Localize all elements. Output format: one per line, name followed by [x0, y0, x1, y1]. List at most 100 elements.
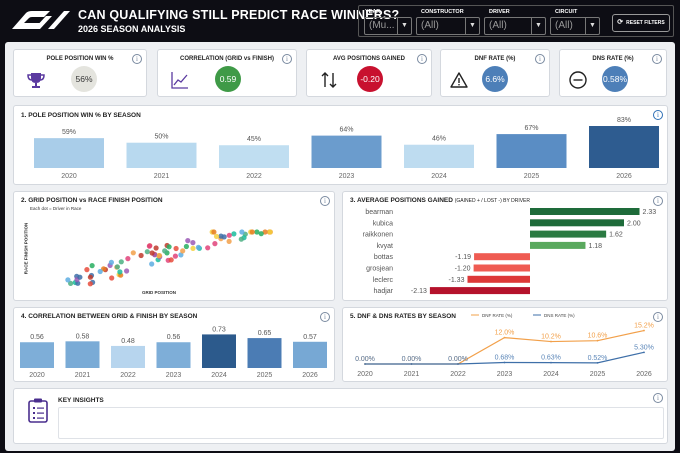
x-tick-label: 2026: [302, 372, 318, 379]
correlation-panel: 4. CORRELATION BETWEEN GRID & FINISH BY …: [13, 307, 335, 382]
scatter-panel: 2. GRID POSITION vs RACE FINISH POSITION…: [13, 191, 335, 301]
scatter-point: [144, 249, 150, 255]
filter-select-driver[interactable]: (All) ▼: [484, 17, 546, 35]
section-title: 1. POLE POSITION WIN % BY SEASON: [21, 112, 141, 119]
data-label: 0.58: [76, 333, 90, 340]
scatter-point: [190, 240, 196, 246]
scatter-point: [221, 234, 227, 240]
data-label: 0.52%: [588, 355, 608, 362]
scatter-point: [108, 259, 114, 265]
warning-icon: [450, 72, 468, 88]
kpi-value: 6.6%: [482, 66, 508, 92]
data-label: 0.73: [212, 326, 226, 333]
data-label: 2.33: [643, 209, 657, 216]
info-icon[interactable]: i: [653, 393, 663, 403]
bar: [530, 219, 624, 227]
scatter-point: [114, 264, 120, 270]
scatter-point: [125, 256, 131, 262]
section-title: 4. CORRELATION BETWEEN GRID & FINISH BY …: [21, 313, 198, 320]
scatter-point: [212, 241, 218, 247]
data-label: 10.2%: [541, 334, 561, 341]
filter-value-circuit: (All): [555, 20, 573, 31]
section-title: KEY INSIGHTS: [58, 397, 104, 404]
info-icon[interactable]: i: [652, 54, 662, 64]
scatter-point: [146, 243, 152, 249]
section-title-note: (GAINED + / LOST -) BY DRIVER: [454, 198, 530, 204]
bar: [247, 338, 282, 368]
scatter-point: [89, 263, 95, 269]
info-icon[interactable]: i: [320, 312, 330, 322]
x-tick-label: 2023: [497, 371, 513, 378]
kpi-card-pole: POLE POSITION WIN % 56% i: [13, 49, 147, 97]
minus-circle-icon: [569, 71, 587, 89]
filter-select-year[interactable]: (Mu... ▼: [364, 17, 412, 35]
data-label: 59%: [62, 129, 76, 136]
scatter-point: [65, 277, 71, 283]
info-icon[interactable]: i: [282, 54, 292, 64]
reset-filters-label: RESET FILTERS: [626, 20, 665, 26]
info-icon[interactable]: i: [320, 196, 330, 206]
section-title-text: 3. AVERAGE POSITIONS GAINED: [350, 197, 453, 204]
info-icon[interactable]: i: [132, 54, 142, 64]
data-label: 0.00%: [355, 356, 375, 363]
scatter-point: [149, 250, 155, 256]
section-title: 5. DNF & DNS RATES BY SEASON: [350, 313, 456, 320]
scatter-point: [185, 238, 191, 244]
kpi-value: 0.59: [215, 66, 241, 92]
x-tick-label: 2024: [543, 371, 559, 378]
data-label: -1.19: [455, 254, 471, 261]
bar: [496, 134, 567, 168]
scatter-point: [239, 229, 245, 235]
info-icon[interactable]: i: [653, 196, 663, 206]
scatter-point: [211, 229, 217, 235]
series-point: [596, 339, 599, 342]
filter-value-driver: (All): [489, 20, 507, 31]
scatter-point: [173, 245, 179, 252]
filter-panel: YEAR (Mu... ▼ CONSTRUCTOR (All) ▼ DRIVER (…: [358, 5, 674, 37]
driver-label: kubica: [373, 220, 393, 227]
scatter-point: [166, 244, 172, 250]
section-title: 2. GRID POSITION vs RACE FINISH POSITION: [21, 197, 163, 204]
bar: [219, 145, 289, 168]
info-icon[interactable]: i: [653, 110, 663, 120]
line-chart-icon: [171, 72, 188, 89]
x-tick-label: 2025: [590, 371, 606, 378]
filter-value-year: (Mu...: [369, 20, 395, 31]
header-bar: CAN QUALIFYING STILL PREDICT RACE WINNER…: [0, 0, 680, 40]
x-tick-label: 2021: [75, 372, 91, 379]
data-label: -2.13: [411, 288, 427, 295]
scatter-point: [254, 229, 260, 235]
key-insights-panel: KEY INSIGHTS i: [13, 388, 668, 444]
key-insights-textbox[interactable]: [58, 407, 664, 439]
data-label: 1.18: [588, 243, 602, 250]
scatter-point: [117, 269, 123, 275]
data-label: 50%: [154, 134, 168, 141]
scatter-point: [162, 248, 168, 254]
data-label: 0.56: [30, 334, 44, 341]
dnf-dns-chart: DNF RATE (%) DNS RATE (%) 0.00% 0.00% 0.00% 1…: [355, 313, 654, 378]
series-point: [643, 329, 645, 332]
data-label: 2.00: [627, 220, 641, 227]
scatter-point: [84, 267, 90, 273]
driver-label: bottas: [374, 254, 394, 261]
scatter-point: [87, 274, 93, 280]
data-label: 64%: [339, 127, 353, 134]
info-icon[interactable]: i: [417, 54, 427, 64]
info-icon[interactable]: i: [653, 312, 663, 322]
trophy-icon: [27, 73, 45, 88]
filter-select-circuit[interactable]: (All) ▼: [550, 17, 600, 35]
x-tick-label: 2024: [211, 372, 227, 379]
series-point: [596, 361, 599, 364]
data-label: 0.48: [121, 338, 135, 345]
dashboard-body: POLE POSITION WIN % 56% i CORRELATION (G…: [5, 42, 675, 451]
info-icon[interactable]: i: [535, 54, 545, 64]
reset-filters-button[interactable]: ⟳ RESET FILTERS: [612, 14, 670, 32]
series-point: [503, 336, 506, 339]
kpi-title: POLE POSITION WIN %: [46, 56, 114, 62]
data-label: -1.33: [449, 277, 465, 284]
series-point: [364, 363, 366, 365]
filter-select-constructor[interactable]: (All) ▼: [416, 17, 480, 35]
x-tick-label: 2026: [616, 173, 632, 180]
scatter-point: [262, 229, 268, 235]
positions-gained-chart: bearman 2.33 kubica 2.00 raikkonen 1.62 kvyat 1…: [363, 208, 657, 295]
